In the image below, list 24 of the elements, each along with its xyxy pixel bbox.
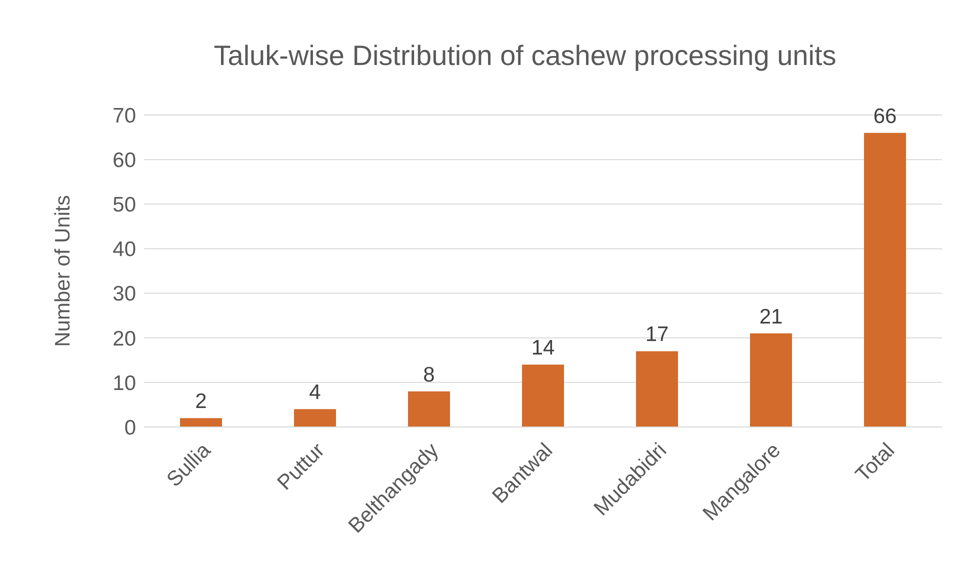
- data-label: 14: [531, 336, 555, 360]
- y-tick-label: 40: [112, 238, 136, 262]
- bar: [522, 364, 564, 427]
- y-tick-label: 30: [112, 282, 136, 306]
- y-tick-label: 20: [112, 327, 136, 350]
- y-tick-label: 50: [112, 194, 136, 217]
- bar: [408, 391, 450, 427]
- data-label: 8: [423, 363, 435, 386]
- data-label: 21: [759, 305, 783, 328]
- data-label: 17: [645, 323, 669, 346]
- bar: [864, 132, 906, 427]
- data-label: 2: [195, 390, 207, 414]
- chart-title: Taluk-wise Distribution of cashew processing units: [212, 40, 838, 72]
- bar: [294, 409, 336, 427]
- bar: [636, 351, 678, 427]
- y-tick-label: 0: [124, 416, 136, 440]
- data-label: 4: [309, 381, 322, 404]
- data-label: 66: [873, 104, 897, 128]
- y-tick-label: 70: [112, 104, 136, 128]
- y-tick-label: 60: [112, 149, 136, 172]
- y-axis-title: Number of Units: [51, 195, 74, 347]
- bar: [750, 333, 792, 427]
- y-tick-label: 10: [112, 372, 136, 395]
- bar: [180, 418, 222, 427]
